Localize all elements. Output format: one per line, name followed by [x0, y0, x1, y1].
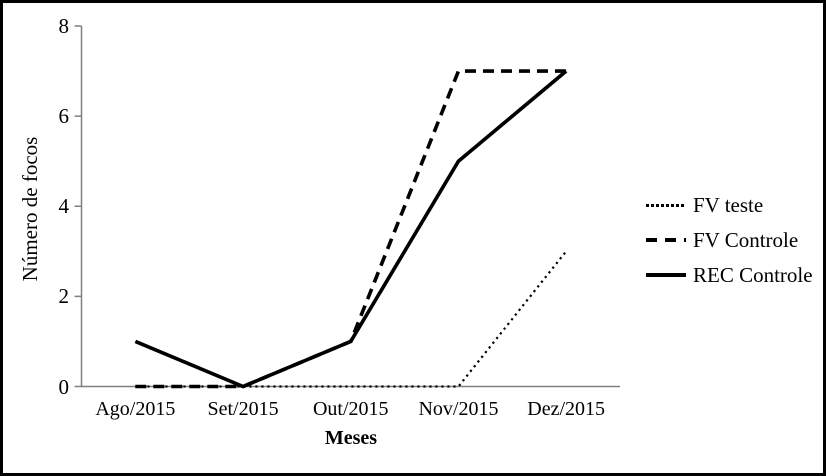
y-tick-label: 2 [58, 284, 70, 309]
y-tick-label: 0 [58, 374, 70, 399]
chart-plot-area [74, 25, 620, 389]
series-line-solid [134, 69, 568, 389]
legend-line-sample-solid [646, 273, 686, 277]
legend-label: FV teste [693, 193, 764, 217]
x-tick-label: Out/2015 [312, 398, 389, 420]
x-tick-label: Dez/2015 [527, 398, 606, 420]
legend-label: REC Controle [693, 263, 813, 287]
legend-item: FV Controle [646, 227, 798, 253]
x-axis-title: Meses [324, 427, 378, 449]
y-tick-label: 4 [58, 194, 70, 219]
x-tick-label: Nov/2015 [418, 398, 499, 420]
legend-label: FV Controle [693, 228, 799, 252]
y-tick-label: 6 [58, 104, 70, 129]
legend-line-sample-dotted [646, 203, 686, 207]
x-tick-label: Ago/2015 [95, 398, 176, 420]
y-tick-label: 8 [58, 14, 70, 38]
series-line-dotted [135, 250, 568, 388]
legend-line-sample-dashed [646, 238, 686, 242]
legend-item: FV teste [646, 192, 763, 218]
x-tick-label: Set/2015 [207, 398, 279, 420]
legend-item: REC Controle [646, 262, 813, 288]
